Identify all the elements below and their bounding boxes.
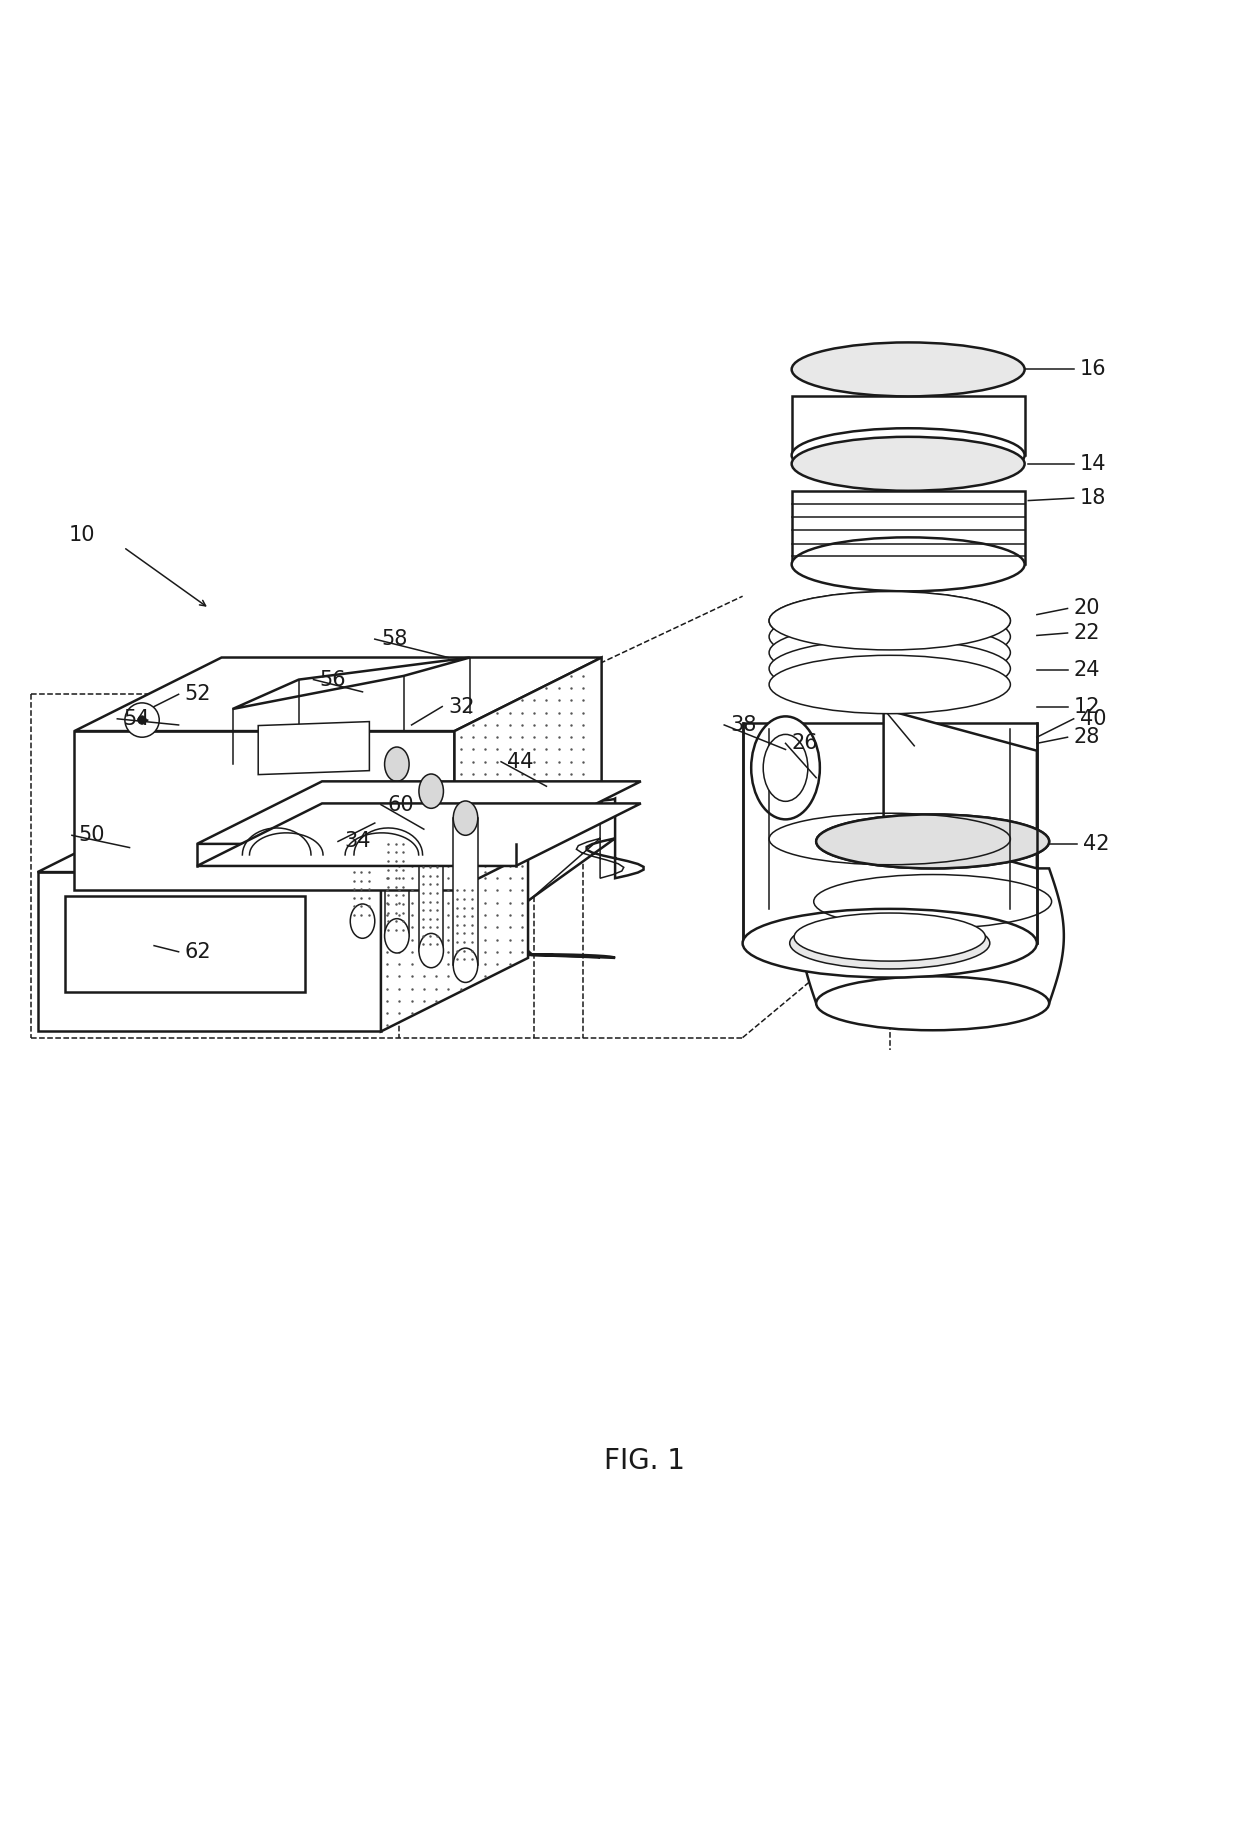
Circle shape — [138, 716, 146, 725]
Text: 58: 58 — [381, 630, 407, 650]
Ellipse shape — [791, 342, 1024, 397]
Text: 44: 44 — [507, 752, 533, 772]
Text: 28: 28 — [1074, 727, 1100, 747]
Ellipse shape — [454, 948, 477, 983]
Ellipse shape — [384, 919, 409, 953]
Polygon shape — [258, 721, 370, 774]
Polygon shape — [791, 397, 1024, 456]
Polygon shape — [384, 765, 409, 935]
Polygon shape — [64, 897, 305, 992]
Ellipse shape — [743, 910, 1037, 977]
Polygon shape — [381, 798, 528, 1032]
Ellipse shape — [454, 802, 477, 834]
Polygon shape — [419, 791, 444, 950]
Polygon shape — [454, 818, 477, 964]
Polygon shape — [197, 803, 641, 866]
Text: 56: 56 — [320, 670, 346, 690]
Ellipse shape — [751, 716, 820, 820]
Ellipse shape — [419, 774, 444, 809]
Polygon shape — [74, 657, 601, 730]
Polygon shape — [37, 873, 381, 1032]
Text: 40: 40 — [1080, 708, 1106, 728]
Polygon shape — [801, 869, 1064, 1003]
Text: 38: 38 — [730, 716, 756, 736]
Text: 10: 10 — [68, 525, 94, 545]
Ellipse shape — [350, 719, 374, 754]
Text: 20: 20 — [1074, 598, 1100, 619]
Ellipse shape — [769, 608, 1011, 666]
Polygon shape — [350, 737, 374, 920]
Circle shape — [125, 703, 159, 737]
Polygon shape — [74, 730, 455, 891]
Ellipse shape — [769, 591, 1011, 650]
Text: 60: 60 — [387, 794, 414, 814]
Ellipse shape — [769, 591, 1011, 650]
Text: 22: 22 — [1074, 622, 1100, 642]
Ellipse shape — [419, 933, 444, 968]
Polygon shape — [743, 723, 1037, 942]
Polygon shape — [884, 708, 1037, 869]
Text: 42: 42 — [1084, 834, 1110, 855]
Text: 52: 52 — [185, 684, 211, 705]
Text: 62: 62 — [185, 942, 211, 963]
Text: 16: 16 — [1080, 359, 1106, 379]
Ellipse shape — [791, 428, 1024, 481]
Ellipse shape — [763, 734, 807, 802]
Text: 14: 14 — [1080, 454, 1106, 474]
Polygon shape — [791, 490, 1024, 564]
Ellipse shape — [816, 977, 1049, 1030]
Polygon shape — [455, 657, 601, 891]
Ellipse shape — [791, 437, 1024, 490]
Text: 50: 50 — [78, 825, 104, 845]
Ellipse shape — [816, 814, 1049, 869]
Ellipse shape — [816, 814, 1049, 869]
Polygon shape — [197, 781, 641, 844]
Text: 24: 24 — [1074, 661, 1100, 679]
Text: 34: 34 — [345, 831, 371, 851]
Ellipse shape — [350, 904, 374, 939]
Text: 26: 26 — [791, 734, 818, 754]
Ellipse shape — [769, 624, 1011, 683]
Text: 12: 12 — [1074, 697, 1100, 717]
Ellipse shape — [384, 747, 409, 781]
Ellipse shape — [791, 538, 1024, 591]
Text: 54: 54 — [124, 708, 150, 728]
Ellipse shape — [790, 917, 990, 968]
Ellipse shape — [769, 655, 1011, 714]
Ellipse shape — [794, 913, 986, 961]
Text: 32: 32 — [449, 697, 475, 717]
Ellipse shape — [769, 639, 1011, 697]
Polygon shape — [420, 798, 644, 957]
Polygon shape — [37, 798, 528, 873]
Text: 18: 18 — [1080, 489, 1106, 509]
Polygon shape — [233, 657, 470, 708]
Text: FIG. 1: FIG. 1 — [604, 1448, 684, 1475]
